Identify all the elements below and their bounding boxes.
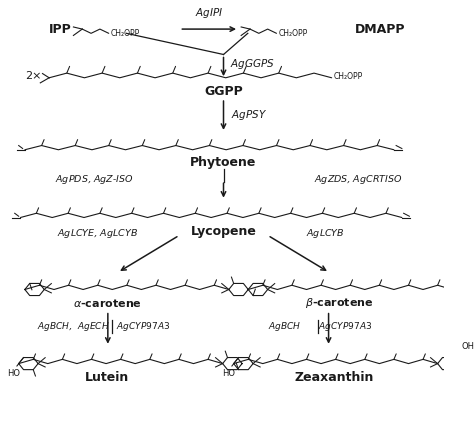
Text: HO: HO: [7, 368, 20, 378]
Text: IPP: IPP: [49, 22, 72, 35]
Text: $\it{AgIPI}$: $\it{AgIPI}$: [195, 6, 224, 20]
Text: Zeaxanthin: Zeaxanthin: [294, 371, 374, 384]
Text: OH: OH: [461, 342, 474, 351]
Text: $\it{AgLCYE}$, $\it{AgLCYB}$: $\it{AgLCYE}$, $\it{AgLCYB}$: [57, 227, 138, 240]
Text: HO: HO: [222, 368, 235, 378]
Text: $\it{AgZDS}$, $\it{AgCRTISO}$: $\it{AgZDS}$, $\it{AgCRTISO}$: [314, 173, 402, 186]
Text: $\it{AgBCH}$,  $\it{AgECH}$: $\it{AgBCH}$, $\it{AgECH}$: [37, 320, 109, 333]
Text: $\it{AgCYP97A3}$: $\it{AgCYP97A3}$: [116, 320, 170, 333]
Text: $\it{AgCYP97A3}$: $\it{AgCYP97A3}$: [318, 320, 372, 333]
Text: CH₂OPP: CH₂OPP: [279, 29, 308, 38]
Text: $\it{AgPDS}$, $\it{AgZ}$-$\it{ISO}$: $\it{AgPDS}$, $\it{AgZ}$-$\it{ISO}$: [55, 173, 133, 186]
Text: 2×: 2×: [26, 71, 42, 81]
Text: GGPP: GGPP: [204, 85, 243, 98]
Text: $\it{AgPSY}$: $\it{AgPSY}$: [230, 108, 267, 122]
Text: $\it{AgGGPS}$: $\it{AgGGPS}$: [230, 57, 275, 71]
Text: $\it{AgLCYB}$: $\it{AgLCYB}$: [306, 227, 345, 240]
Text: Lutein: Lutein: [84, 371, 128, 384]
Text: $\it{AgBCH}$: $\it{AgBCH}$: [268, 320, 301, 333]
Text: CH₂OPP: CH₂OPP: [334, 73, 363, 82]
Text: DMAPP: DMAPP: [355, 22, 405, 35]
Text: $\alpha$-carotene: $\alpha$-carotene: [73, 297, 142, 309]
Text: CH₂OPP: CH₂OPP: [111, 29, 140, 38]
Text: $\beta$-carotene: $\beta$-carotene: [305, 296, 374, 310]
Text: Lycopene: Lycopene: [191, 225, 256, 238]
Text: Phytoene: Phytoene: [191, 156, 257, 169]
